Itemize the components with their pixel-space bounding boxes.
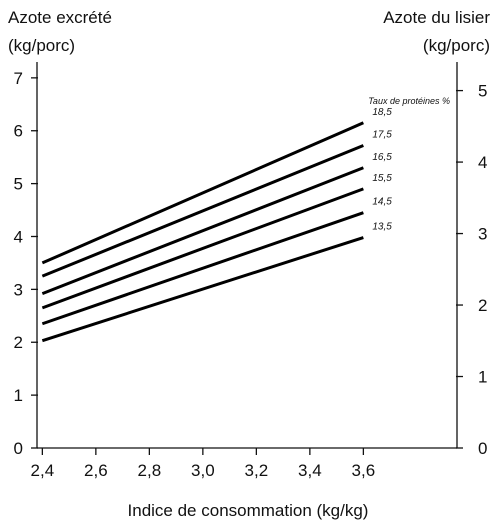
series-label: 13,5 bbox=[372, 222, 392, 233]
x-axis-title: Indice de consommation (kg/kg) bbox=[128, 501, 369, 520]
series-line bbox=[41, 236, 364, 343]
series-line bbox=[41, 187, 364, 310]
y-left-tick-label: 5 bbox=[14, 175, 23, 194]
y-right-tick-label: 3 bbox=[478, 225, 487, 244]
x-tick-label: 3,6 bbox=[352, 461, 376, 480]
y-left-tick-label: 3 bbox=[14, 280, 23, 299]
y-right-tick-label: 5 bbox=[478, 82, 487, 101]
series-label: 14,5 bbox=[372, 197, 392, 208]
x-tick-label: 2,6 bbox=[84, 461, 108, 480]
x-tick-label: 3,0 bbox=[191, 461, 215, 480]
y-right-tick-label: 0 bbox=[478, 439, 487, 458]
series-line bbox=[41, 144, 364, 278]
y-left-tick-label: 1 bbox=[14, 386, 23, 405]
series-label: 18,5 bbox=[372, 107, 392, 118]
y-right-tick-label: 4 bbox=[478, 153, 487, 172]
series-label: 16,5 bbox=[372, 152, 392, 163]
y-left-tick-label: 7 bbox=[14, 69, 23, 88]
y-right-tick-label: 1 bbox=[478, 368, 487, 387]
series-line bbox=[41, 211, 364, 326]
series-label: 15,5 bbox=[372, 173, 392, 184]
y-left-tick-label: 2 bbox=[14, 333, 23, 352]
y-right-unit: (kg/porc) bbox=[423, 36, 490, 55]
y-right-title: Azote du lisier bbox=[383, 8, 490, 27]
x-tick-label: 2,4 bbox=[31, 461, 55, 480]
y-left-tick-label: 6 bbox=[14, 122, 23, 141]
y-left-tick-label: 4 bbox=[14, 227, 23, 246]
x-tick-label: 3,4 bbox=[298, 461, 322, 480]
y-left-title: Azote excrété bbox=[8, 8, 112, 27]
x-tick-label: 3,2 bbox=[245, 461, 269, 480]
series-label: 17,5 bbox=[372, 130, 392, 141]
y-left-tick-label: 0 bbox=[14, 439, 23, 458]
y-left-unit: (kg/porc) bbox=[8, 36, 75, 55]
x-tick-label: 2,8 bbox=[138, 461, 162, 480]
y-right-tick-label: 2 bbox=[478, 296, 487, 315]
series-line bbox=[41, 121, 364, 265]
legend-title: Taux de protéines % bbox=[368, 96, 450, 106]
series-line bbox=[41, 166, 364, 295]
